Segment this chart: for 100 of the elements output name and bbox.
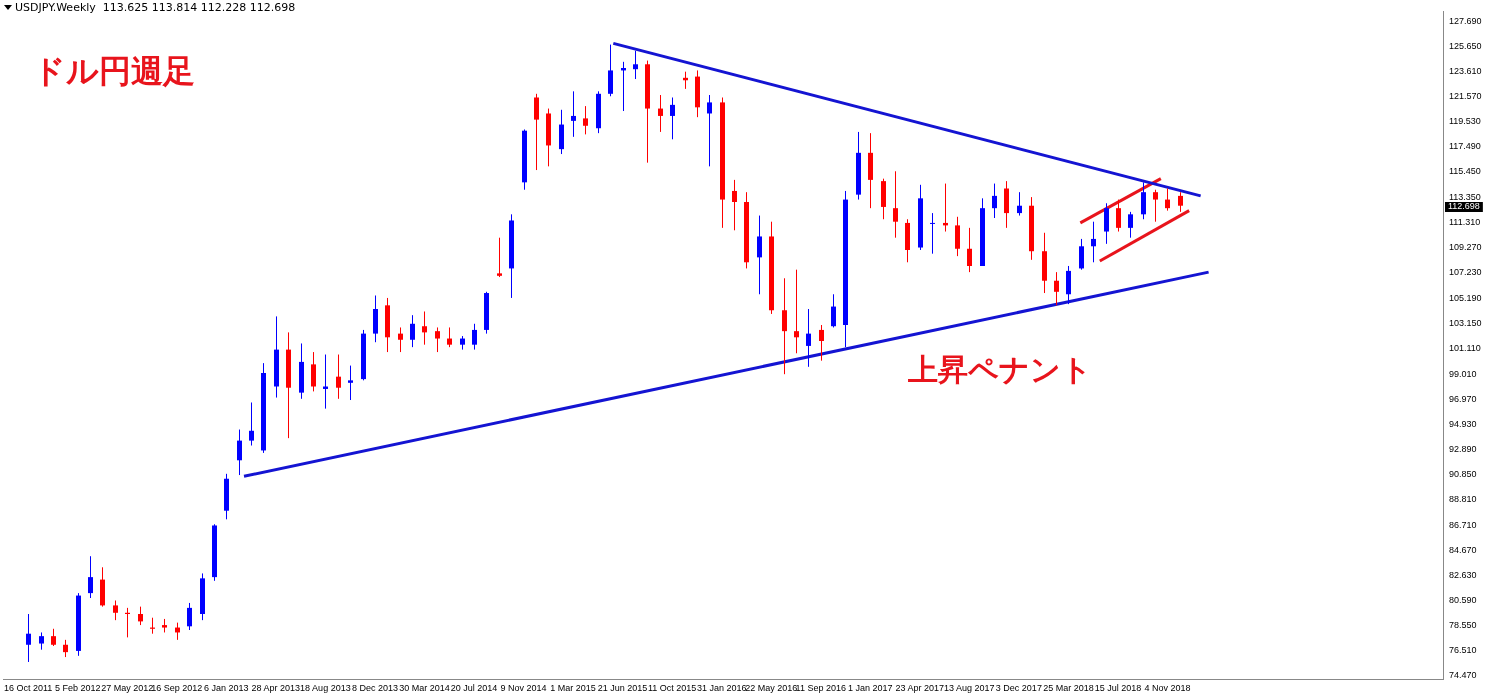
candlestick (249, 401, 254, 447)
y-tick-label: 123.610 (1449, 66, 1482, 77)
candlestick (583, 105, 588, 135)
candlestick (534, 93, 539, 171)
candlestick (1141, 181, 1146, 220)
candlestick (757, 215, 762, 295)
x-tick-label: 5 Feb 2012 (54, 683, 101, 694)
candlestick (1178, 191, 1183, 213)
text: 112.698 (1448, 201, 1480, 212)
candlestick (707, 94, 712, 167)
y-tick-label: 78.550 (1449, 620, 1477, 631)
candlestick (1079, 238, 1084, 271)
y-tick-label: 96.970 (1449, 393, 1477, 404)
candlestick (732, 179, 737, 231)
chart-title: USDJPY.Weekly 113.625 113.814 112.228 112.698 (15, 0, 296, 14)
candlestick (113, 599, 118, 621)
candlestick (26, 613, 31, 663)
y-tick-label: 119.530 (1449, 116, 1481, 127)
candlestick (608, 44, 613, 97)
y-tick-label: 109.270 (1449, 242, 1482, 253)
candlestick (1091, 221, 1096, 263)
y-tick-label: 84.670 (1449, 544, 1477, 555)
x-tick-label: 1 Jan 2017 (847, 683, 893, 694)
x-tick-label: 11 Oct 2015 (647, 683, 697, 694)
y-tick-label: 88.810 (1449, 494, 1477, 505)
y-tick-label: 107.230 (1449, 267, 1482, 278)
y-tick-label: 103.150 (1449, 317, 1482, 328)
candlestick (1165, 188, 1170, 212)
y-tick-label: 76.510 (1449, 645, 1477, 656)
candlestick (497, 237, 502, 278)
x-tick-label: 16 Oct 2011 (4, 683, 53, 694)
candlestick (323, 354, 328, 410)
candlestick (955, 216, 960, 257)
candlestick (187, 602, 192, 631)
candlestick (422, 310, 427, 346)
y-tick-label: 115.450 (1449, 166, 1481, 177)
y-tick-label: 113.350 (1449, 192, 1481, 203)
x-tick-label: 9 Nov 2014 (500, 683, 547, 694)
candlestick (398, 326, 403, 353)
x-tick-label: 21 Jun 2015 (597, 683, 648, 694)
candlestick (806, 308, 811, 368)
candlestick (670, 96, 675, 140)
candlestick (893, 170, 898, 239)
candlestick (1128, 211, 1133, 239)
candlestick (571, 90, 576, 138)
x-tick-label: 28 Apr 2013 (251, 683, 301, 694)
candlestick (782, 277, 787, 375)
candlestick (435, 326, 440, 353)
candlestick (1054, 271, 1059, 306)
candlestick (237, 429, 242, 476)
y-tick-label: 101.110 (1449, 342, 1481, 353)
candlestick (1104, 202, 1109, 245)
y-tick-label: 94.930 (1449, 418, 1477, 429)
x-tick-label: 4 Nov 2018 (1144, 683, 1191, 694)
y-tick-label: 90.850 (1449, 468, 1477, 479)
y-tick-label: 99.010 (1449, 368, 1477, 379)
candlestick (447, 326, 452, 348)
x-tick-label: 18 Aug 2013 (300, 683, 351, 694)
candlestick (311, 351, 316, 392)
y-tick-label: 117.490 (1449, 141, 1481, 152)
candlestick (930, 212, 935, 255)
x-tick-label: 11 Sep 2016 (795, 683, 846, 694)
y-tick-label: 111.310 (1449, 217, 1481, 228)
candlestick (410, 314, 415, 348)
y-tick-label: 92.890 (1449, 443, 1477, 454)
x-tick-label: 27 May 2012 (101, 683, 154, 694)
x-tick-label: 22 May 2016 (745, 683, 798, 694)
x-tick-label: 30 Mar 2014 (399, 683, 450, 694)
y-tick-label: 86.710 (1449, 519, 1477, 530)
x-tick-label: 16 Sep 2012 (151, 683, 203, 694)
x-tick-label: 13 Aug 2017 (944, 683, 995, 694)
y-tick-label: 121.570 (1449, 91, 1482, 102)
x-tick-label: 1 Mar 2015 (550, 683, 596, 694)
candlestick (472, 323, 477, 351)
annotation: 上昇ペナント (907, 352, 1092, 387)
y-tick-label: 127.690 (1449, 15, 1482, 26)
candlestick (831, 293, 836, 328)
y-tick-label: 105.190 (1449, 292, 1482, 303)
y-tick-label: 82.630 (1449, 570, 1477, 581)
candlestick (1066, 265, 1071, 305)
candlestick (1116, 199, 1121, 233)
y-tick-label: 74.470 (1449, 670, 1477, 681)
x-tick-label: 15 Jul 2018 (1094, 683, 1142, 694)
candlestick (967, 227, 972, 273)
y-tick-label: 80.590 (1449, 595, 1477, 606)
x-tick-label: 3 Dec 2017 (995, 683, 1042, 694)
candlestick (992, 183, 997, 219)
x-tick-label: 23 Apr 2017 (895, 683, 945, 694)
candlestick (1153, 189, 1158, 223)
annotation: ドル円週足 (33, 52, 195, 90)
x-tick-label: 8 Dec 2013 (351, 683, 398, 694)
candlestick (1017, 191, 1022, 217)
x-tick-label: 25 Mar 2018 (1043, 683, 1094, 694)
candlestick (819, 324, 824, 362)
x-tick-label: 31 Jan 2016 (696, 683, 747, 694)
candlestick (633, 50, 638, 80)
candlestick (658, 94, 663, 133)
candlestick (348, 365, 353, 401)
x-tick-label: 20 Jul 2014 (450, 683, 498, 694)
candlestick (336, 354, 341, 400)
